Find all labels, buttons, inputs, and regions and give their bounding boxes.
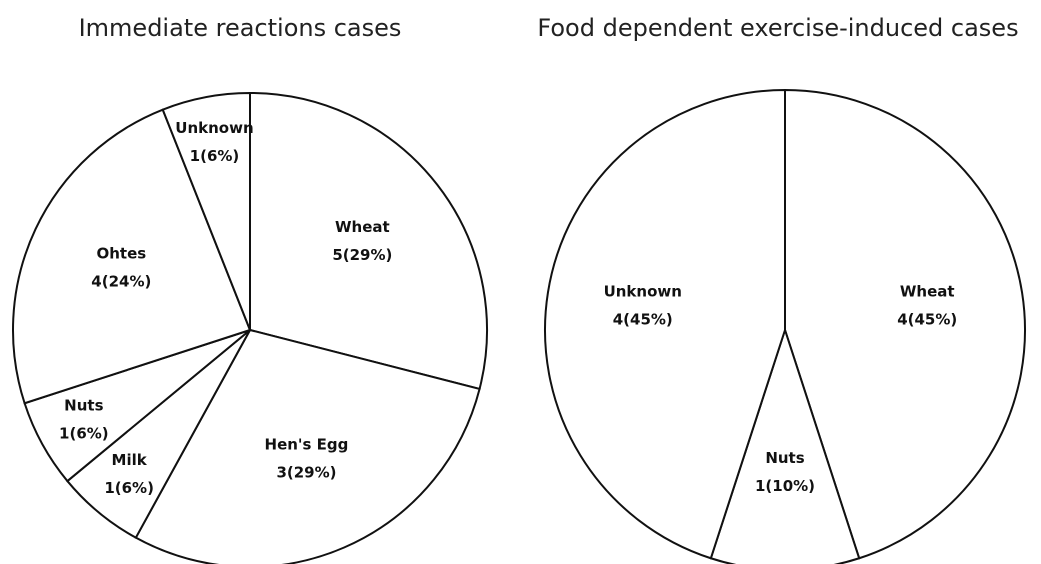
slice-label: Nuts xyxy=(765,449,804,467)
slice-value-label: 1(6%) xyxy=(190,147,240,165)
slice-label: Wheat xyxy=(900,282,955,300)
slice-label: Hen's Egg xyxy=(265,436,349,454)
slice-value-label: 4(45%) xyxy=(897,310,957,328)
slice-value-label: 1(10%) xyxy=(755,477,815,495)
slice-value-label: 3(29%) xyxy=(276,464,336,482)
slice-value-label: 5(29%) xyxy=(332,246,392,264)
slice-value-label: 4(45%) xyxy=(613,310,673,328)
pie-slice xyxy=(249,91,488,391)
slice-label: Wheat xyxy=(335,218,390,236)
pie-slice xyxy=(784,88,1026,560)
slice-label: Milk xyxy=(112,451,148,469)
slice-value-label: 4(24%) xyxy=(91,272,151,290)
pie-slice xyxy=(134,328,481,564)
pie-slice xyxy=(544,88,786,560)
chart-title: Immediate reactions cases xyxy=(79,14,402,42)
pie-slice xyxy=(161,91,251,331)
slice-label: Ohtes xyxy=(96,244,146,262)
chart-title: Food dependent exercise-induced cases xyxy=(537,14,1018,42)
slice-label: Unknown xyxy=(604,282,682,300)
slice-label: Unknown xyxy=(175,119,253,137)
pie-slice xyxy=(709,326,861,564)
slice-value-label: 1(6%) xyxy=(59,424,109,442)
slice-value-label: 1(6%) xyxy=(104,479,154,497)
slice-label: Nuts xyxy=(64,396,103,414)
